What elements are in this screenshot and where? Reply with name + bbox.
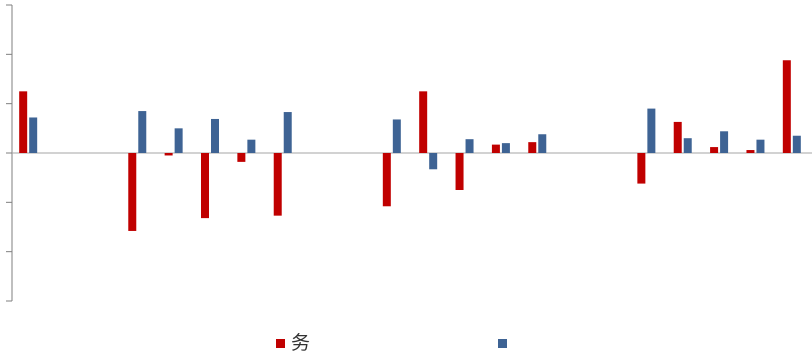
bar-series-2-13 (465, 139, 474, 153)
bar-series-2-15 (538, 134, 547, 153)
bar-series-1-1 (19, 91, 28, 153)
bar-series-2-6 (211, 118, 219, 153)
bar-series-2-8 (283, 112, 292, 153)
bar-series-2-4 (138, 111, 147, 153)
bar-series-1-22 (782, 60, 791, 153)
bar-series-2-1 (29, 117, 38, 153)
bar-series-1-6 (201, 153, 209, 219)
bar-series-2-12 (429, 153, 438, 170)
bar-series-1-12 (419, 91, 428, 153)
legend-label-series-1: 务 (291, 331, 311, 354)
bar-series-1-19 (673, 121, 682, 153)
bar-series-2-14 (501, 143, 510, 153)
bar-series-2-5 (174, 128, 183, 153)
legend-item-series-1: 务 (276, 331, 311, 354)
bar-series-1-8 (273, 153, 282, 216)
bar-series-1-20 (710, 147, 719, 153)
bar-series-2-21 (756, 139, 765, 153)
bar-series-2-22 (792, 135, 801, 153)
legend-item-series-2 (498, 338, 513, 348)
legend-swatch-series-2 (498, 338, 508, 348)
legend-swatch-series-1 (276, 338, 285, 348)
bar-series-1-11 (382, 153, 391, 207)
bar-series-2-7 (247, 139, 256, 153)
bar-series-2-19 (683, 138, 692, 153)
bar-series-1-13 (455, 153, 464, 190)
bar-series-1-5 (164, 153, 173, 156)
bar-series-2-18 (647, 108, 656, 153)
bar-series-2-11 (392, 119, 401, 153)
legend: 务 (276, 330, 701, 356)
bar-series-2-20 (720, 131, 729, 153)
bar-series-1-18 (637, 153, 646, 184)
bar-series-1-7 (237, 153, 246, 162)
bar-series-1-4 (128, 153, 137, 231)
bar-series-1-14 (491, 144, 500, 153)
bar-series-1-21 (746, 150, 755, 153)
bar-series-1-15 (528, 142, 537, 153)
